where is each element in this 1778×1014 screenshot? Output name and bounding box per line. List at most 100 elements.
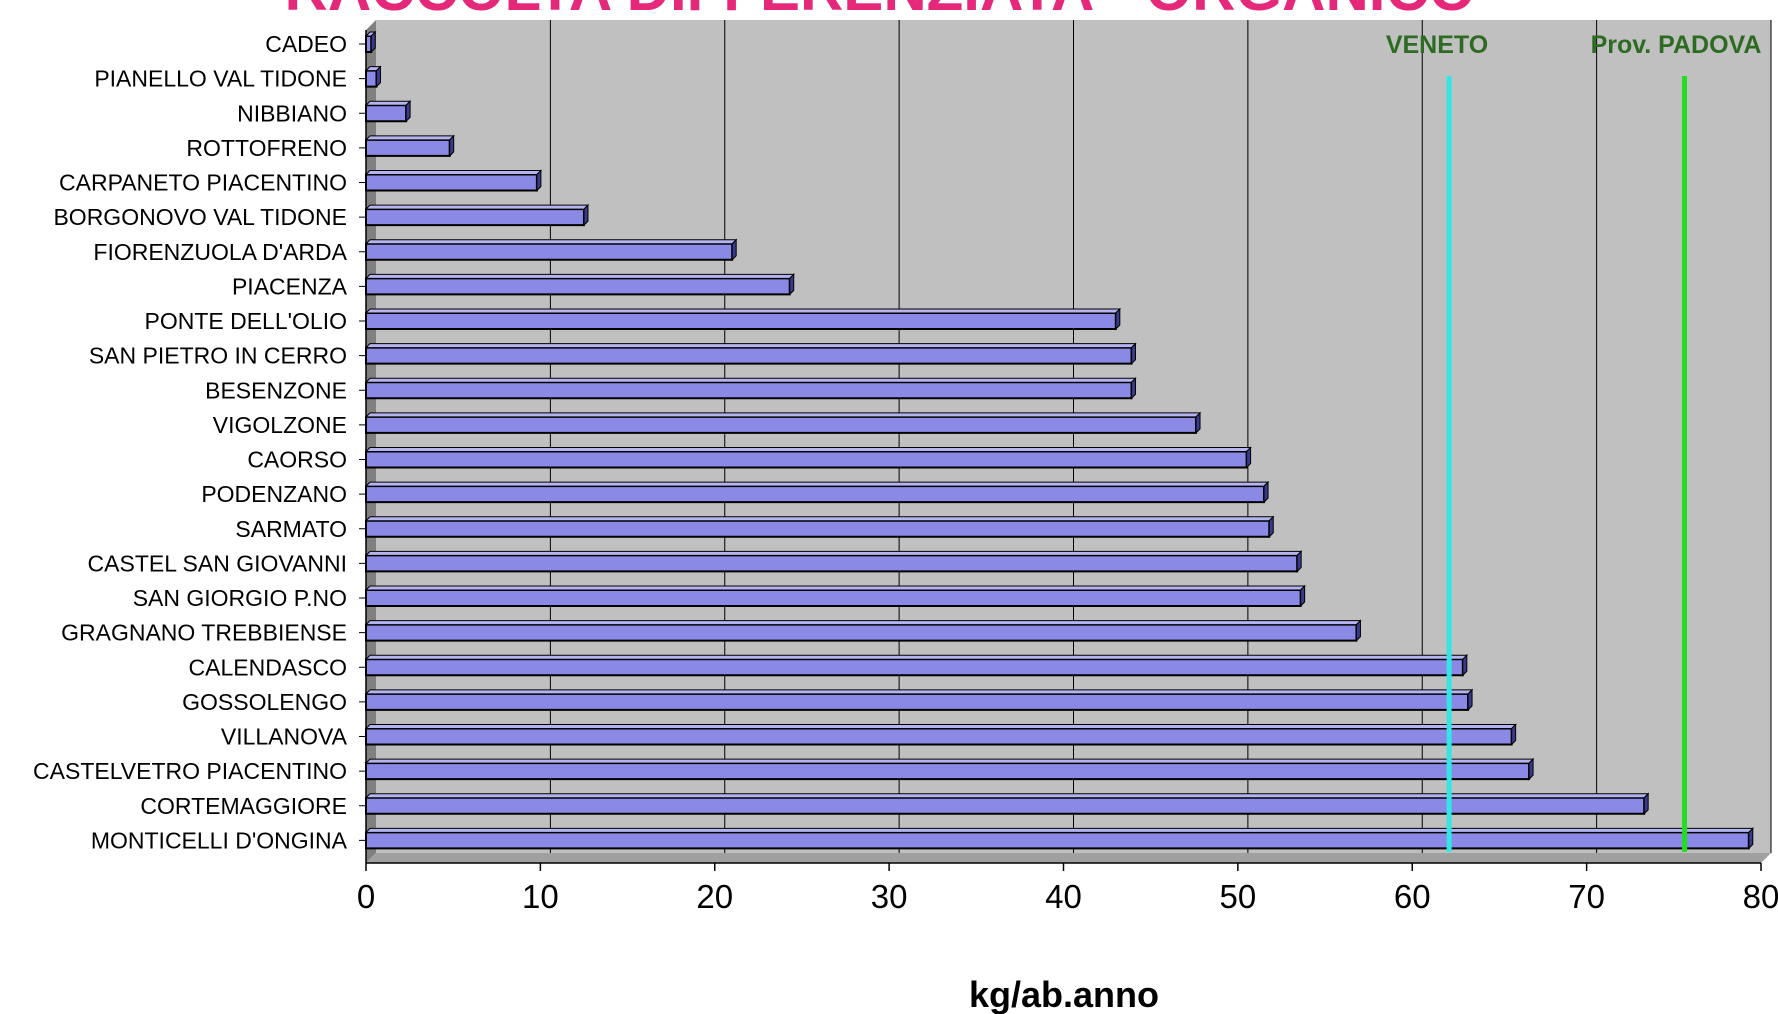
bar-face [365, 450, 1248, 469]
bar-face [365, 589, 1302, 607]
bar-face [365, 762, 1531, 781]
bar-top [364, 343, 1137, 349]
category-label: CASTEL SAN GIOVANNI [88, 550, 347, 576]
bar-side [370, 30, 376, 54]
bar [364, 100, 412, 123]
plot-floor [366, 853, 1771, 863]
bar-top [364, 273, 795, 279]
category-label: CORTEMAGGIORE [140, 793, 347, 819]
bar-top [364, 239, 738, 245]
category-label: CAORSO [247, 447, 347, 473]
x-tick-label: 0 [357, 878, 375, 915]
bar-top [364, 447, 1252, 452]
bar-side [1263, 480, 1269, 504]
bar-face [365, 658, 1464, 677]
bar-face [365, 242, 734, 261]
bar [364, 169, 543, 192]
bar-top [364, 585, 1306, 591]
category-label: CASTELVETRO PIACENTINO [33, 758, 347, 784]
bar [364, 342, 1137, 365]
reference-lines: VENETO Prov. PADOVA [1386, 31, 1762, 852]
bar-side [1300, 584, 1306, 608]
category-label: BORGONOVO VAL TIDONE [53, 204, 347, 230]
bar [364, 65, 382, 88]
bar [364, 480, 1270, 504]
bar-side [1195, 411, 1201, 435]
bar-top [364, 100, 412, 106]
gridlines [549, 20, 1772, 853]
x-tick-label: 30 [871, 878, 908, 915]
reference-line-label: Prov. PADOVA [1591, 31, 1762, 59]
bar-face [365, 692, 1470, 711]
bar [364, 411, 1202, 435]
bar [364, 757, 1535, 781]
bar-side [1131, 342, 1137, 365]
bar-face [365, 796, 1646, 815]
bar-side [789, 273, 795, 296]
reference-line: VENETO [1386, 31, 1488, 852]
bar-top [364, 516, 1275, 522]
x-tick-label: 20 [696, 878, 733, 915]
bar [364, 238, 738, 261]
bar-side [1131, 377, 1137, 400]
bar [364, 619, 1362, 642]
category-label: GOSSOLENGO [182, 689, 347, 715]
bar-face [365, 35, 373, 53]
category-label: GRAGNANO TREBBIENSE [61, 620, 347, 646]
bar-face [365, 208, 585, 227]
bar-side [536, 169, 542, 192]
bar [364, 827, 1755, 850]
bar [364, 134, 455, 158]
bar-face [365, 277, 791, 296]
category-label: CADEO [265, 31, 347, 57]
bar-face [365, 727, 1513, 746]
category-label: MONTICELLI D'ONGINA [91, 827, 348, 853]
bar-side [1462, 654, 1468, 677]
bar-top [364, 689, 1474, 695]
bar-face [365, 381, 1133, 400]
bar [364, 203, 590, 227]
bar-side [375, 65, 381, 88]
category-label: SARMATO [235, 516, 347, 542]
bar-face [365, 346, 1133, 365]
category-labels: CADEO PIANELLO VAL TIDONE NIBBIANO ROTTOFRE… [33, 31, 366, 853]
bar-side [1748, 827, 1754, 850]
bar [364, 377, 1137, 400]
category-label: VIGOLZONE [213, 412, 347, 438]
bar-face [365, 138, 451, 157]
bar-side [1355, 619, 1361, 642]
bar-face [365, 519, 1271, 538]
bar [364, 273, 795, 296]
bar [364, 515, 1275, 538]
bar-top [364, 204, 590, 210]
bar-side [1268, 515, 1274, 538]
bar [364, 654, 1469, 677]
bar-side [1511, 723, 1517, 746]
bar-side [731, 238, 737, 261]
x-tick-label: 80 [1743, 878, 1778, 915]
category-label: PIANELLO VAL TIDONE [94, 66, 347, 92]
bar-face [365, 312, 1117, 330]
bar-side [1467, 688, 1473, 712]
bar [364, 550, 1303, 573]
bar-top [364, 793, 1650, 799]
category-label: FIORENZUOLA D'ARDA [93, 239, 347, 265]
bar-top [364, 170, 543, 175]
bar-top [364, 481, 1270, 487]
bar-side [1643, 792, 1649, 815]
bar-face [365, 831, 1750, 850]
category-label: CALENDASCO [189, 654, 347, 680]
reference-line: Prov. PADOVA [1591, 31, 1762, 852]
bar [364, 584, 1306, 608]
bar-top [364, 724, 1517, 729]
category-label: VILLANOVA [221, 724, 348, 750]
bar-side [1296, 550, 1302, 573]
bar [364, 30, 377, 54]
bar-top [364, 827, 1755, 833]
x-tick-label: 50 [1220, 878, 1257, 915]
x-tick-label: 60 [1394, 878, 1431, 915]
bar-top [364, 620, 1362, 626]
bar [364, 723, 1517, 746]
category-label: SAN PIETRO IN CERRO [89, 343, 347, 369]
bar-side [583, 203, 589, 227]
